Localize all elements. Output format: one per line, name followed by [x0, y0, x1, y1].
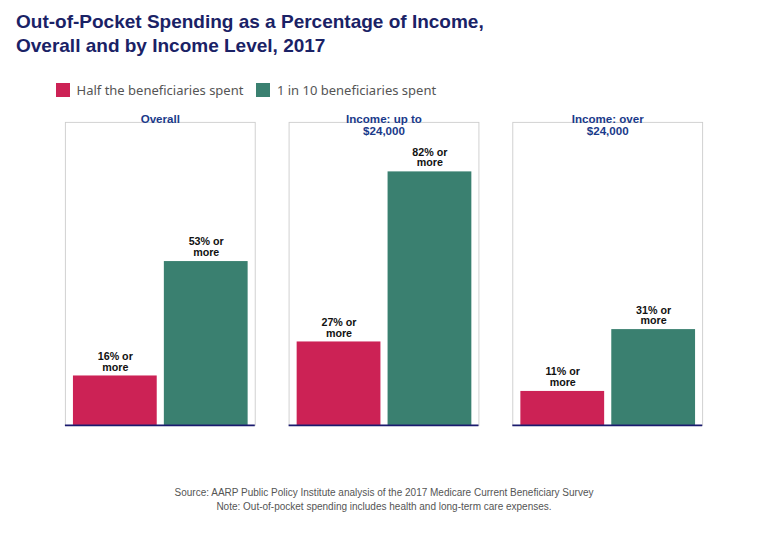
- svg-text:Income: over$24,000: Income: over$24,000: [572, 113, 645, 137]
- svg-text:Income: up to$24,000: Income: up to$24,000: [346, 113, 422, 137]
- html-text:Out-of-Pocket Spending as a Pe: Out-of-Pocket Spending as a Percentage o…: [16, 11, 484, 56]
- svg-text:31% ormore: 31% ormore: [636, 303, 671, 326]
- svg-text:82% ormore: 82% ormore: [412, 146, 447, 169]
- svg-text:27% ormore: 27% ormore: [321, 316, 356, 339]
- html-text:1 in 10 beneficiaries spent: 1 in 10 beneficiaries spent: [276, 81, 437, 99]
- svg-text:53% ormore: 53% ormore: [189, 235, 224, 258]
- svg-text:Overall: Overall: [141, 113, 180, 125]
- html-text:Source: AARP Public Policy Ins: Source: AARP Public Policy Institute ana…: [174, 486, 594, 512]
- svg-text:16% ormore: 16% ormore: [98, 350, 133, 373]
- svg-text:11% ormore: 11% ormore: [545, 365, 579, 388]
- html-text:Half the beneficiaries spent: Half the beneficiaries spent: [76, 81, 244, 99]
